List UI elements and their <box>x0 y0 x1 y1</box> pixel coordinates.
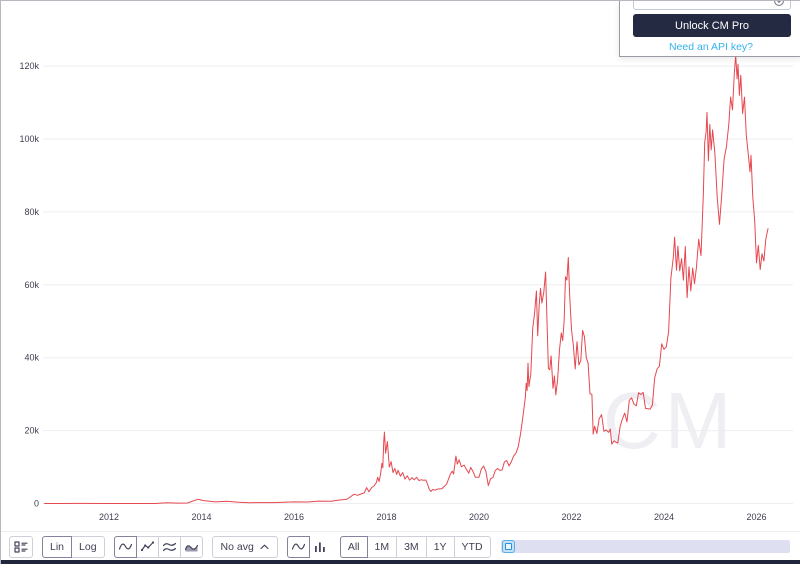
legend-list-icon <box>14 540 28 553</box>
series-style-group <box>286 535 331 558</box>
chevron-up-icon <box>260 544 269 549</box>
x-axis-label: 2020 <box>469 512 489 522</box>
x-axis-label: 2026 <box>746 512 766 522</box>
y-axis-label: 80k <box>24 207 39 217</box>
window-bottom-edge <box>1 560 800 564</box>
x-axis-label: 2014 <box>191 512 211 522</box>
x-axis-label: 2024 <box>654 512 674 522</box>
api-key-input[interactable] <box>633 1 791 10</box>
eye-icon[interactable] <box>773 1 785 7</box>
average-dropdown-label: No avg <box>220 540 254 553</box>
y-axis-label: 100k <box>19 134 39 144</box>
stacked-area-chart-type-button[interactable] <box>157 535 181 558</box>
bar-style-button[interactable] <box>308 535 331 558</box>
y-axis-label: 60k <box>24 280 39 290</box>
chart-type-group <box>113 535 203 558</box>
y-axis-label: 0 <box>34 499 39 509</box>
smooth-line-icon <box>118 543 132 550</box>
range-1m-button[interactable]: 1M <box>366 535 398 558</box>
line-chart-type-button[interactable] <box>113 535 137 558</box>
cm-watermark: CM <box>603 376 736 465</box>
time-range-group: All 1M 3M 1Y YTD <box>339 535 491 558</box>
smooth-line-icon <box>291 543 305 550</box>
average-dropdown[interactable]: No avg <box>211 535 278 558</box>
range-ytd-button[interactable]: YTD <box>453 535 491 558</box>
chart-settings-button[interactable] <box>9 535 33 558</box>
range-3m-button[interactable]: 3M <box>396 535 427 558</box>
timeline-brush-slider[interactable] <box>500 540 790 553</box>
line-style-button[interactable] <box>286 535 310 558</box>
x-axis-label: 2012 <box>99 512 119 522</box>
y-axis-label: 20k <box>24 426 39 436</box>
api-key-link[interactable]: Need an API key? <box>668 41 754 53</box>
slider-handle-icon[interactable] <box>501 540 515 553</box>
cm-pro-popup: Unlock CM Pro Need an API key? <box>619 1 800 57</box>
area-chart-type-button[interactable] <box>179 535 203 558</box>
price-line <box>44 55 769 504</box>
x-axis-label: 2022 <box>561 512 581 522</box>
y-axis-label: 40k <box>24 353 39 363</box>
scale-toggle-group: Lin Log <box>42 535 105 558</box>
log-scale-button[interactable]: Log <box>71 535 105 558</box>
histogram-icon <box>314 542 325 552</box>
x-axis-label: 2018 <box>376 512 396 522</box>
range-1y-button[interactable]: 1Y <box>425 535 455 558</box>
linear-scale-button[interactable]: Lin <box>42 535 73 558</box>
x-axis-label: 2016 <box>284 512 304 522</box>
area-fill-icon <box>184 544 198 552</box>
chart-toolbar: Lin Log <box>1 531 800 561</box>
unlock-cm-pro-button[interactable]: Unlock CM Pro <box>633 14 791 37</box>
marker-line-chart-type-button[interactable] <box>135 535 159 558</box>
line-markers-icon <box>140 541 154 552</box>
y-axis-label: 120k <box>19 61 39 71</box>
range-all-button[interactable]: All <box>339 535 368 558</box>
stacked-waves-icon <box>162 542 176 552</box>
